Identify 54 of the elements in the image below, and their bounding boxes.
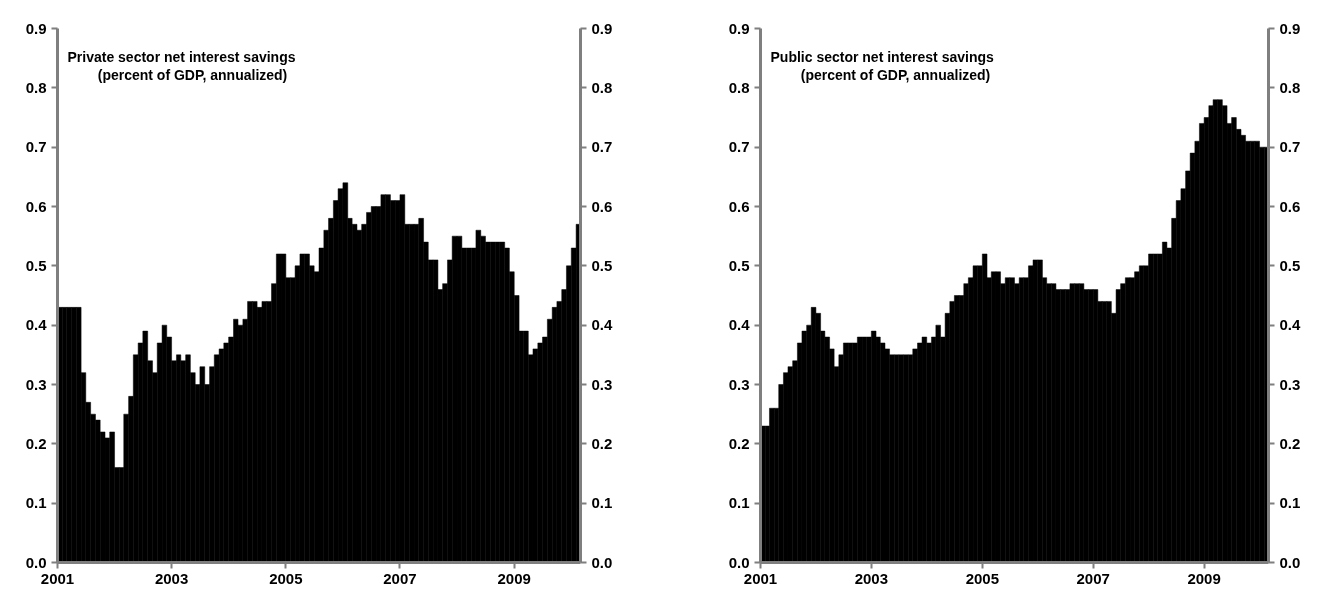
x-tick-label: 2001 [40,569,75,587]
x-tick-label: 2001 [743,569,778,587]
x-tick-label: 2003 [854,569,889,587]
y-tick-label: 0.4 [25,316,48,334]
x-tick-label: 2009 [1187,569,1221,587]
y-tick-label: 0.6 [728,197,750,215]
y-tick-label: 0.5 [25,256,47,274]
y-tick-label: 0.1 [728,494,750,512]
y2-tick-label: 0.6 [1279,197,1301,215]
x-tick-label: 2007 [1076,569,1110,587]
y-tick-label: 0.7 [25,138,47,156]
y2-tick-label: 0.1 [591,494,613,512]
y2-tick-label: 0.7 [1279,138,1301,156]
y2-tick-label: 0.1 [1279,494,1301,512]
x-tick-label: 2005 [269,569,303,587]
y-tick-label: 0.6 [25,197,47,215]
y-tick-label: 0.1 [25,494,47,512]
y2-tick-label: 0.2 [591,434,613,452]
y2-tick-label: 0.0 [1279,553,1301,571]
y-tick-label: 0.3 [25,375,47,393]
y-tick-label: 0.3 [728,375,750,393]
y2-tick-label: 0.9 [1279,19,1301,37]
y2-tick-label: 0.0 [591,553,613,571]
text: (percent of GDP, annualized) [800,66,991,83]
y2-tick-label: 0.8 [1279,78,1301,96]
y2-tick-label: 0.4 [591,316,614,334]
text: Private sector net interest savings [67,48,296,65]
text: Public sector net interest savings [770,48,995,65]
y2-tick-label: 0.2 [1279,434,1301,452]
y2-tick-label: 0.3 [1279,375,1301,393]
text: (percent of GDP, annualized) [97,66,288,83]
y-tick-label: 0.4 [728,316,751,334]
y2-tick-label: 0.6 [591,197,613,215]
y-tick-label: 0.2 [25,434,47,452]
y-tick-label: 0.5 [728,256,750,274]
y-tick-label: 0.0 [728,553,750,571]
y2-tick-label: 0.7 [591,138,613,156]
y2-tick-label: 0.5 [591,256,613,274]
y-tick-label: 0.8 [728,78,750,96]
y-tick-label: 0.2 [728,434,750,452]
y-tick-label: 0.0 [25,553,47,571]
x-tick-label: 2003 [154,569,189,587]
y-tick-label: 0.9 [25,19,47,37]
y2-tick-label: 0.8 [591,78,613,96]
y2-tick-label: 0.4 [1279,316,1302,334]
y-tick-label: 0.7 [728,138,750,156]
x-tick-label: 2009 [497,569,531,587]
y2-tick-label: 0.3 [591,375,613,393]
y2-tick-label: 0.5 [1279,256,1301,274]
x-tick-label: 2005 [965,569,999,587]
x-tick-label: 2007 [383,569,417,587]
y-tick-label: 0.8 [25,78,47,96]
y-tick-label: 0.9 [728,19,750,37]
y2-tick-label: 0.9 [591,19,613,37]
